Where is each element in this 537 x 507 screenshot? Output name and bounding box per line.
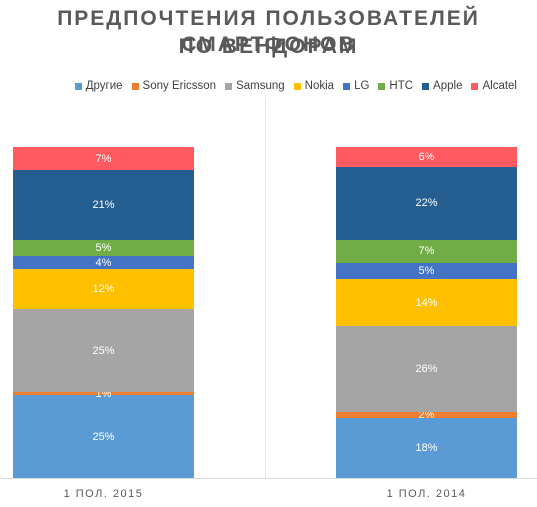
legend-item-6: Apple: [422, 80, 462, 92]
x-axis-line: [0, 478, 537, 479]
legend-label-2: Samsung: [236, 80, 285, 92]
chart-legend: Другие Sony Ericsson Samsung Nokia LG HTC Appl…: [66, 80, 517, 92]
legend-label-5: HTC: [389, 80, 414, 92]
legend-swatch-5: [378, 82, 386, 90]
bar-segment-0-3: 12%: [13, 269, 194, 310]
data-label-0-2: 25%: [92, 344, 115, 357]
bar-segment-1-5: 7%: [336, 239, 517, 263]
data-label-0-0: 25%: [92, 430, 115, 443]
legend-swatch-3: [293, 82, 301, 90]
chart-title-line-2: ПО ВЕНДОРАМ: [178, 35, 359, 58]
legend-item-0: Другие: [74, 80, 123, 92]
legend-item-5: HTC: [378, 80, 413, 92]
bar-segment-1-7: 6%: [336, 147, 517, 167]
legend-label-4: LG: [354, 80, 370, 92]
bar-segment-1-4: 5%: [336, 262, 517, 280]
bar-segment-1-6: 22%: [336, 166, 517, 240]
legend-swatch-2: [225, 82, 233, 90]
data-label-1-3: 14%: [415, 296, 438, 309]
legend-swatch-4: [343, 82, 351, 90]
bar-segment-0-5: 5%: [13, 239, 194, 257]
x-tick-label-2015: 1 ПОЛ. 2015: [63, 488, 144, 500]
bar-segment-1-2: 26%: [336, 325, 517, 412]
stacked-bar-2015: 25% 1% 25% 12% 4% 5% 21% 7%: [13, 147, 194, 478]
legend-label-3: Nokia: [304, 80, 335, 92]
data-label-1-2: 26%: [415, 362, 438, 375]
legend-item-2: Samsung: [225, 80, 285, 92]
legend-label-7: Alcatel: [482, 80, 517, 92]
legend-item-3: Nokia: [293, 80, 335, 92]
bar-segment-0-6: 21%: [13, 170, 194, 240]
bar-segment-1-3: 14%: [336, 279, 517, 326]
data-label-0-6: 21%: [92, 198, 115, 211]
legend-label-6: Apple: [433, 80, 463, 92]
legend-label-1: Sony Ericsson: [142, 80, 217, 92]
data-label-1-0: 18%: [415, 442, 438, 455]
data-label-1-7: 6%: [418, 150, 435, 163]
data-label-0-4: 4%: [95, 256, 112, 269]
data-label-0-3: 12%: [92, 283, 115, 296]
legend-swatch-6: [422, 82, 430, 90]
bar-segment-0-0: 25%: [13, 395, 194, 478]
data-label-1-6: 22%: [415, 197, 438, 210]
data-label-0-7: 7%: [95, 152, 112, 165]
stacked-bar-2014: 18% 2% 26% 14% 5% 7% 22% 6%: [336, 147, 517, 478]
legend-item-7: Alcatel: [471, 80, 517, 92]
x-tick-label-2014: 1 ПОЛ. 2014: [386, 488, 467, 500]
legend-swatch-1: [131, 82, 139, 90]
bar-segment-0-4: 4%: [13, 256, 194, 270]
bar-segment-1-1: 2%: [336, 409, 517, 422]
bar-segment-0-7: 7%: [13, 147, 194, 171]
data-label-1-4: 5%: [418, 265, 435, 278]
legend-item-4: LG: [343, 80, 369, 92]
bar-segment-0-2: 25%: [13, 309, 194, 392]
bar-segment-1-0: 18%: [336, 418, 517, 478]
legend-item-1: Sony Ericsson: [131, 80, 217, 92]
legend-label-0: Другие: [85, 80, 123, 92]
category-divider: [265, 98, 266, 478]
data-label-1-5: 7%: [418, 245, 435, 258]
legend-swatch-0: [74, 82, 82, 90]
legend-swatch-7: [471, 82, 479, 90]
data-label-0-5: 5%: [95, 241, 112, 254]
bar-segment-0-1: 1%: [13, 388, 194, 400]
data-label-1-1: 2%: [418, 409, 435, 422]
chart-title-line-1: ПРЕДПОЧТЕНИЯ ПОЛЬЗОВАТЕЛЕЙ СМАРТФОНОВ: [57, 7, 480, 56]
